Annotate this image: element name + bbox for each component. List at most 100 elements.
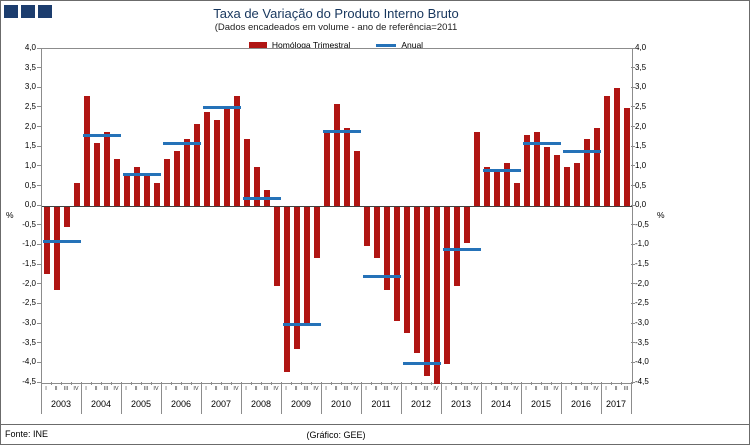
year-separator xyxy=(161,382,162,414)
logo-square-icon xyxy=(4,5,18,18)
y-tickmark-left xyxy=(37,87,41,88)
annual-line-2009 xyxy=(283,322,321,326)
y-tickmark-right xyxy=(631,264,635,265)
y-axis-unit-right: % xyxy=(657,210,665,220)
y-tickmark-left xyxy=(37,106,41,107)
quarter-tickmark xyxy=(131,382,132,385)
bar-2009-IV xyxy=(314,207,320,259)
bar-2016-III xyxy=(584,139,590,207)
annual-line-2006 xyxy=(163,141,201,145)
quarter-tickmark xyxy=(611,382,612,385)
year-separator xyxy=(361,382,362,414)
quarter-label: III xyxy=(543,386,549,392)
bar-2014-I xyxy=(484,166,490,207)
year-separator xyxy=(521,382,522,414)
quarter-label: IV xyxy=(433,386,439,392)
annual-line-2012 xyxy=(403,361,441,365)
quarter-label: I xyxy=(245,386,247,392)
bar-2014-II xyxy=(494,170,500,207)
y-tick-label-left: -4,0 xyxy=(22,357,36,367)
y-tickmark-left xyxy=(37,323,41,324)
quarter-tickmark xyxy=(381,382,382,385)
annual-line-2010 xyxy=(323,130,361,134)
bar-2011-II xyxy=(374,207,380,259)
bar-2004-IV xyxy=(114,159,120,207)
y-tickmark-right xyxy=(631,342,635,343)
y-tick-label-left: -1,5 xyxy=(22,259,36,269)
y-tick-label-left: 0,0 xyxy=(24,200,36,210)
bar-2011-I xyxy=(364,207,370,247)
y-tick-label-right: 2,0 xyxy=(635,121,647,131)
bar-2007-IV xyxy=(234,96,240,207)
quarter-tickmark xyxy=(251,382,252,385)
legend: Homóloga Trimestral Anual xyxy=(1,40,671,50)
bar-2009-III xyxy=(304,207,310,326)
quarter-tickmark xyxy=(621,382,622,385)
bar-2003-II xyxy=(54,207,60,290)
logo-squares xyxy=(4,5,52,18)
bar-2004-II xyxy=(94,143,100,207)
quarter-label: I xyxy=(205,386,207,392)
y-tickmark-right xyxy=(631,185,635,186)
y-tickmark-left xyxy=(37,67,41,68)
y-tick-label-right: 0,5 xyxy=(635,180,647,190)
quarter-label: II xyxy=(334,386,338,392)
quarter-label: IV xyxy=(273,386,279,392)
year-separator xyxy=(481,382,482,414)
bar-2010-I xyxy=(324,131,330,207)
quarter-tickmark xyxy=(541,382,542,385)
quarter-label: IV xyxy=(353,386,359,392)
quarter-label: I xyxy=(445,386,447,392)
quarter-label: III xyxy=(223,386,229,392)
quarter-label: IV xyxy=(153,386,159,392)
y-axis-unit-left: % xyxy=(6,210,14,220)
bar-2013-I xyxy=(444,207,450,365)
year-label-2014: 2014 xyxy=(490,399,512,409)
bar-2006-IV xyxy=(194,123,200,207)
bar-2010-II xyxy=(334,104,340,207)
bar-2005-II xyxy=(134,166,140,207)
year-separator xyxy=(321,382,322,414)
logo-square-icon xyxy=(38,5,52,18)
quarter-tickmark xyxy=(471,382,472,385)
y-tickmark-right xyxy=(631,67,635,68)
bar-2011-III xyxy=(384,207,390,290)
annual-line-2013 xyxy=(443,247,481,251)
quarter-tickmark xyxy=(301,382,302,385)
y-tick-label-right: -3,5 xyxy=(635,337,649,347)
quarter-label: III xyxy=(383,386,389,392)
y-tickmark-right xyxy=(631,205,635,206)
y-tick-label-right: -3,0 xyxy=(635,318,649,328)
quarter-label: IV xyxy=(193,386,199,392)
plot-area xyxy=(41,48,633,384)
bar-2003-IV xyxy=(74,182,80,207)
quarter-label: III xyxy=(63,386,69,392)
bar-2013-II xyxy=(454,207,460,286)
quarter-tickmark xyxy=(211,382,212,385)
y-tick-label-right: -2,0 xyxy=(635,278,649,288)
quarter-label: III xyxy=(183,386,189,392)
y-tick-label-left: 1,0 xyxy=(24,160,36,170)
annual-line-2016 xyxy=(563,149,601,153)
quarter-label: IV xyxy=(393,386,399,392)
y-tickmark-left xyxy=(37,362,41,363)
quarter-tickmark xyxy=(591,382,592,385)
y-tick-label-right: 3,0 xyxy=(635,82,647,92)
bar-2007-I xyxy=(204,111,210,207)
zero-axis-line xyxy=(42,206,632,207)
year-label-2004: 2004 xyxy=(90,399,112,409)
quarter-label: II xyxy=(94,386,98,392)
year-label-2011: 2011 xyxy=(371,399,391,409)
quarter-tickmark xyxy=(191,382,192,385)
quarter-label: IV xyxy=(73,386,79,392)
bar-2014-III xyxy=(504,162,510,207)
y-tick-label-right: -0,5 xyxy=(635,219,649,229)
year-separator xyxy=(201,382,202,414)
quarter-tickmark xyxy=(291,382,292,385)
bar-2016-IV xyxy=(594,127,600,207)
y-tick-label-left: -1,0 xyxy=(22,239,36,249)
y-tick-label-right: -4,0 xyxy=(635,357,649,367)
quarter-tickmark xyxy=(531,382,532,385)
quarter-tickmark xyxy=(461,382,462,385)
